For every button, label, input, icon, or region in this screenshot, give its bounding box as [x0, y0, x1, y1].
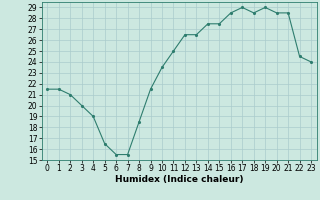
X-axis label: Humidex (Indice chaleur): Humidex (Indice chaleur) [115, 175, 244, 184]
